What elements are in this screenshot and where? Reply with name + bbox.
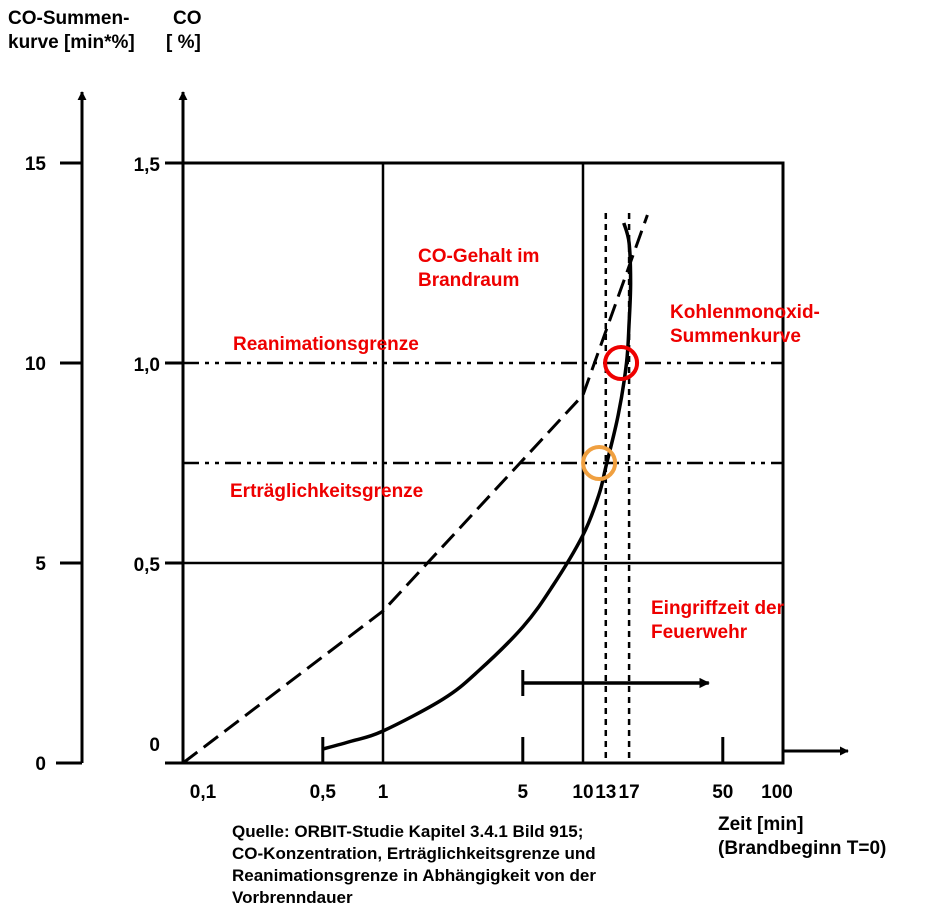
x-axis-label: Zeit [min] [718,814,804,835]
annotation-co-content: Brandraum [418,270,519,291]
x-axis-tick-label: 0,5 [310,782,337,803]
label-reanimation-limit: Reanimationsgrenze [233,334,419,355]
caption-line: Vorbrenndauer [232,888,353,907]
annotation-intervention: Eingriffzeit der [651,598,785,619]
caption-line: Reanimationsgrenze in Abhängigkeit von d… [232,866,596,885]
highlight-circle [581,445,618,481]
right-axis-tick-label: 0 [149,735,160,756]
caption-line: Quelle: ORBIT-Studie Kapitel 3.4.1 Bild … [232,822,584,841]
co-cumulative-curve [322,222,633,751]
right-axis-tick-label: 1,0 [134,355,160,376]
annotation-co-content: CO-Gehalt im [418,246,539,267]
x-axis-tick-label: 1 [378,782,389,803]
x-axis-tick-label: 17 [619,782,640,803]
highlight-circle [603,345,640,381]
right-axis-label: CO [173,8,202,29]
x-axis-tick-label: 100 [761,782,793,803]
right-axis-label: [ %] [166,32,201,53]
caption-line: CO-Konzentration, Erträglichkeitsgrenze … [232,844,596,863]
annotation-cumulative: Summenkurve [670,326,801,347]
left-axis-tick-label: 5 [35,554,46,575]
left-axis-tick-label: 0 [35,754,46,775]
x-axis-label: (Brandbeginn T=0) [718,838,886,859]
left-axis-tick-label: 15 [25,154,47,175]
annotation-cumulative: Kohlenmonoxid- [670,302,820,323]
label-tolerance-limit: Erträglichkeitsgrenze [230,481,423,502]
source-caption: Quelle: ORBIT-Studie Kapitel 3.4.1 Bild … [232,821,712,909]
left-axis-tick-label: 10 [25,354,46,375]
right-axis-tick-label: 1,5 [134,155,161,176]
co-content-line [182,214,649,765]
x-axis-tick-label: 5 [518,782,529,803]
x-axis-tick-label: 50 [712,782,733,803]
x-axis-tick-label: 0,1 [190,782,217,803]
x-axis-tick-label: 10 [572,782,593,803]
annotation-intervention: Feuerwehr [651,622,748,643]
x-axis-tick-label: 13 [595,782,616,803]
left-axis-label: kurve [min*%] [8,32,135,53]
left-axis-label: CO-Summen- [8,8,129,29]
right-axis-tick-label: 0,5 [134,555,161,576]
